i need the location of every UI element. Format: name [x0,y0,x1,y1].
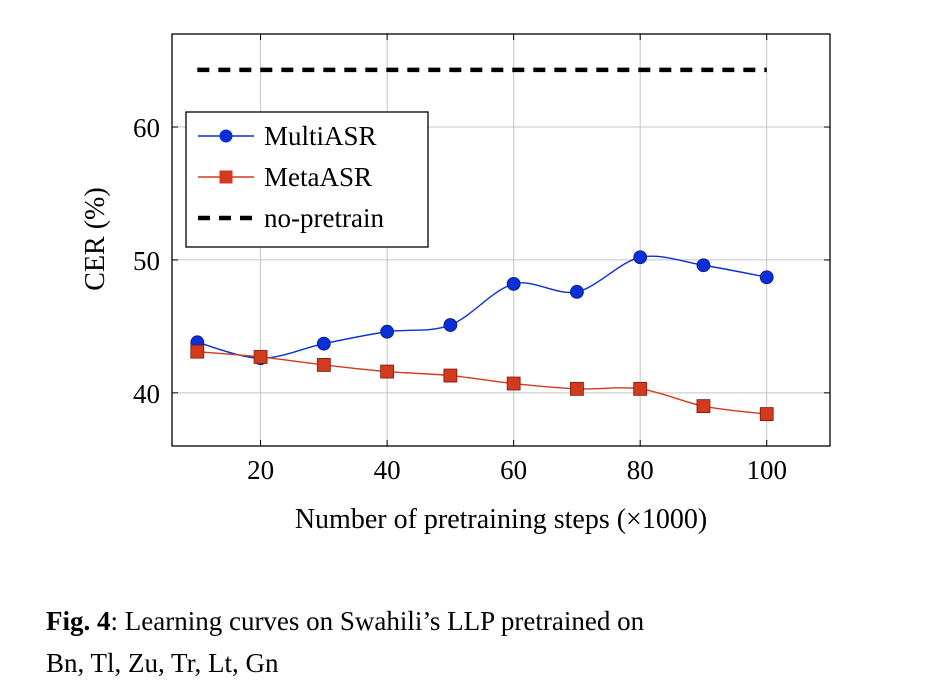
multiasr-point [696,258,711,273]
legend-label-no-pretrain: no-pretrain [264,203,384,233]
legend-label-metaasr: MetaASR [264,162,372,192]
legend-marker-metaasr [219,170,233,184]
multiasr-point [633,250,648,265]
metaasr-point [443,368,458,383]
multiasr-line [197,255,767,359]
x-tick-label: 40 [374,455,401,485]
axes: 20 40 60 80 100 40 50 60 [133,33,831,485]
y-tick-label: 40 [133,379,160,409]
x-tick-label: 60 [500,455,527,485]
metaasr-point [380,364,395,379]
metaasr-point [570,381,584,396]
x-axis-label: Number of pretraining steps (×1000) [295,504,707,535]
figure-caption: Fig. 4: Learning curves on Swahili’s LLP… [46,600,666,684]
series-layer [190,67,774,422]
metaasr-point [316,358,331,372]
metaasr-point [696,399,711,414]
metaasr-point [253,350,268,364]
multiasr-point [316,336,331,351]
figure-label: Fig. 4 [46,606,111,636]
legend: MultiASR MetaASR no-pretrain [185,111,429,248]
multiasr-point [506,276,521,291]
x-tick-label: 80 [627,455,654,485]
caption-text: : Learning curves on Swahili’s LLP pretr… [46,606,645,678]
legend-label-multiasr: MultiASR [264,121,377,151]
y-tick-label: 60 [133,113,160,143]
x-tick-label: 100 [746,455,787,485]
y-axis-label: CER (%) [80,187,111,290]
multiasr-point [443,318,458,332]
metaasr-line [197,350,767,415]
legend-marker-multiasr [219,129,233,143]
metaasr-point [633,381,648,396]
y-tick-label: 50 [133,246,160,276]
grid [172,34,830,446]
x-tick-label: 20 [247,455,274,485]
metaasr-point [759,407,774,422]
multiasr-point [759,270,774,285]
multiasr-point [380,324,395,339]
metaasr-point [190,344,205,359]
line-chart: 20 40 60 80 100 40 50 60 MultiASR MetaASR no-pret… [80,33,831,535]
metaasr-point [506,376,521,391]
plot-frame [171,33,831,447]
multiasr-point [570,284,584,299]
